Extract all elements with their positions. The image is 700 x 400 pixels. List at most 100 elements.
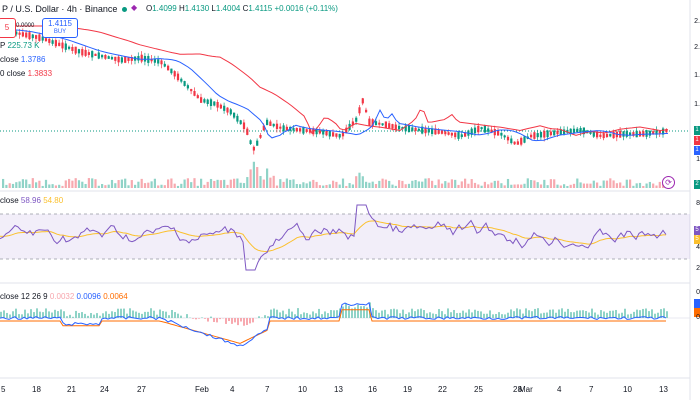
candle-body [546, 130, 549, 138]
macd-histogram-bar [42, 312, 44, 318]
time-axis-label: 22 [438, 385, 447, 394]
volume-bar [563, 184, 566, 188]
candle-body [417, 128, 420, 131]
macd-histogram-bar [603, 311, 605, 318]
macd-histogram-bar [105, 311, 107, 318]
symbol-title[interactable]: P / U.S. Dollar · 4h · Binance [2, 4, 118, 14]
rsi-axis-tick: 4 [696, 244, 700, 251]
ma1-legend[interactable]: close 1.3786 [0, 55, 45, 65]
volume-bar [130, 180, 133, 188]
volume-bar [619, 182, 622, 188]
rsi-legend[interactable]: close 58.96 54.80 [0, 196, 63, 206]
macd-histogram-bar [594, 312, 596, 318]
macd-histogram-bar [453, 309, 455, 318]
volume-bar [167, 179, 170, 188]
diamond-share-icon[interactable]: ◆ [131, 3, 138, 12]
clock-icon[interactable]: ⟳ [662, 176, 675, 189]
macd-histogram-bar [423, 310, 425, 318]
time-axis-label: 5 [1, 385, 6, 394]
candle-body [160, 60, 163, 65]
macd-histogram-bar [186, 314, 188, 318]
volume-bar [54, 185, 57, 188]
volume-bar [219, 180, 222, 188]
volume-bar [134, 184, 137, 188]
macd-histogram-bar [246, 318, 248, 326]
volume-bar [503, 185, 506, 188]
volume-bar [206, 181, 209, 188]
volume-bar [539, 184, 543, 188]
price-axis-tick: 2. [694, 18, 700, 25]
candle-body [193, 91, 196, 96]
candle-body [58, 42, 61, 46]
macd-histogram-bar [396, 309, 398, 318]
macd-histogram-bar [318, 308, 320, 318]
candle-body [186, 85, 189, 89]
candle-body [460, 134, 463, 138]
volume-bar [500, 183, 503, 188]
macd-histogram-bar [585, 310, 587, 318]
buy-label: BUY [53, 29, 67, 35]
candle-body [325, 130, 328, 136]
volume-bar [289, 179, 292, 188]
volume-bar [365, 181, 368, 188]
volume-bar [233, 178, 236, 188]
volume-bar [2, 178, 5, 188]
macd-histogram-bar [66, 316, 68, 318]
volume-bar [124, 178, 127, 188]
time-axis-label: 10 [623, 385, 632, 394]
macd-histogram-bar [54, 309, 56, 318]
volume-bar [605, 180, 609, 188]
macd-histogram-bar [522, 313, 524, 318]
volume-bar [11, 183, 15, 188]
volume-bar [388, 180, 391, 188]
volume-bar [74, 178, 77, 188]
candle-body [312, 128, 315, 135]
volume-bar [592, 180, 595, 188]
volume-bar [292, 179, 295, 188]
volume-bar [582, 183, 585, 188]
candle-body [625, 131, 628, 137]
sell-button[interactable]: 5 [0, 18, 16, 38]
candle-body [292, 127, 295, 131]
volume-bar [127, 185, 130, 188]
macd-legend[interactable]: close 12 26 9 0.0032 0.0096 0.0064 [0, 292, 128, 302]
macd-histogram-bar [147, 311, 149, 318]
candle-body [539, 131, 543, 138]
macd-histogram-bar [303, 312, 305, 318]
macd-histogram-bar [495, 314, 497, 318]
candle-body [315, 128, 318, 135]
candle-body [355, 117, 358, 122]
macd-histogram-bar [393, 308, 395, 318]
buy-button[interactable]: 1.4115 BUY [42, 18, 78, 38]
candle-body [262, 125, 265, 131]
ma1-legend-value: 1.3786 [20, 55, 46, 64]
volume-bar [335, 181, 338, 188]
candle-body [473, 127, 477, 134]
volume-bar [203, 184, 206, 188]
candle-body [483, 125, 486, 133]
candle-body [163, 63, 166, 67]
macd-histogram-bar [354, 307, 356, 318]
macd-histogram-bar [654, 313, 656, 318]
time-axis-label: 18 [32, 385, 41, 394]
candle-body [25, 32, 28, 38]
candle-body [242, 122, 246, 130]
candle-body [196, 95, 199, 99]
ma2-legend[interactable]: 0 close 1.3833 [0, 69, 52, 79]
volume-bar [371, 181, 374, 188]
volume-bar [209, 178, 213, 188]
candle-body [167, 65, 170, 71]
candle-body [427, 129, 430, 133]
macd-histogram-bar [273, 308, 275, 318]
volume-bar [28, 184, 31, 188]
candle-body [35, 35, 38, 39]
rsi-axis-tick: 8 [696, 200, 700, 207]
volume-legend[interactable]: P 225.73 K [0, 41, 39, 51]
macd-histogram-bar [210, 316, 212, 318]
volume-bar [213, 180, 216, 188]
candle-body [516, 141, 519, 145]
macd-histogram-bar [498, 312, 500, 318]
candle-body [358, 107, 361, 114]
candle-body [424, 127, 427, 134]
